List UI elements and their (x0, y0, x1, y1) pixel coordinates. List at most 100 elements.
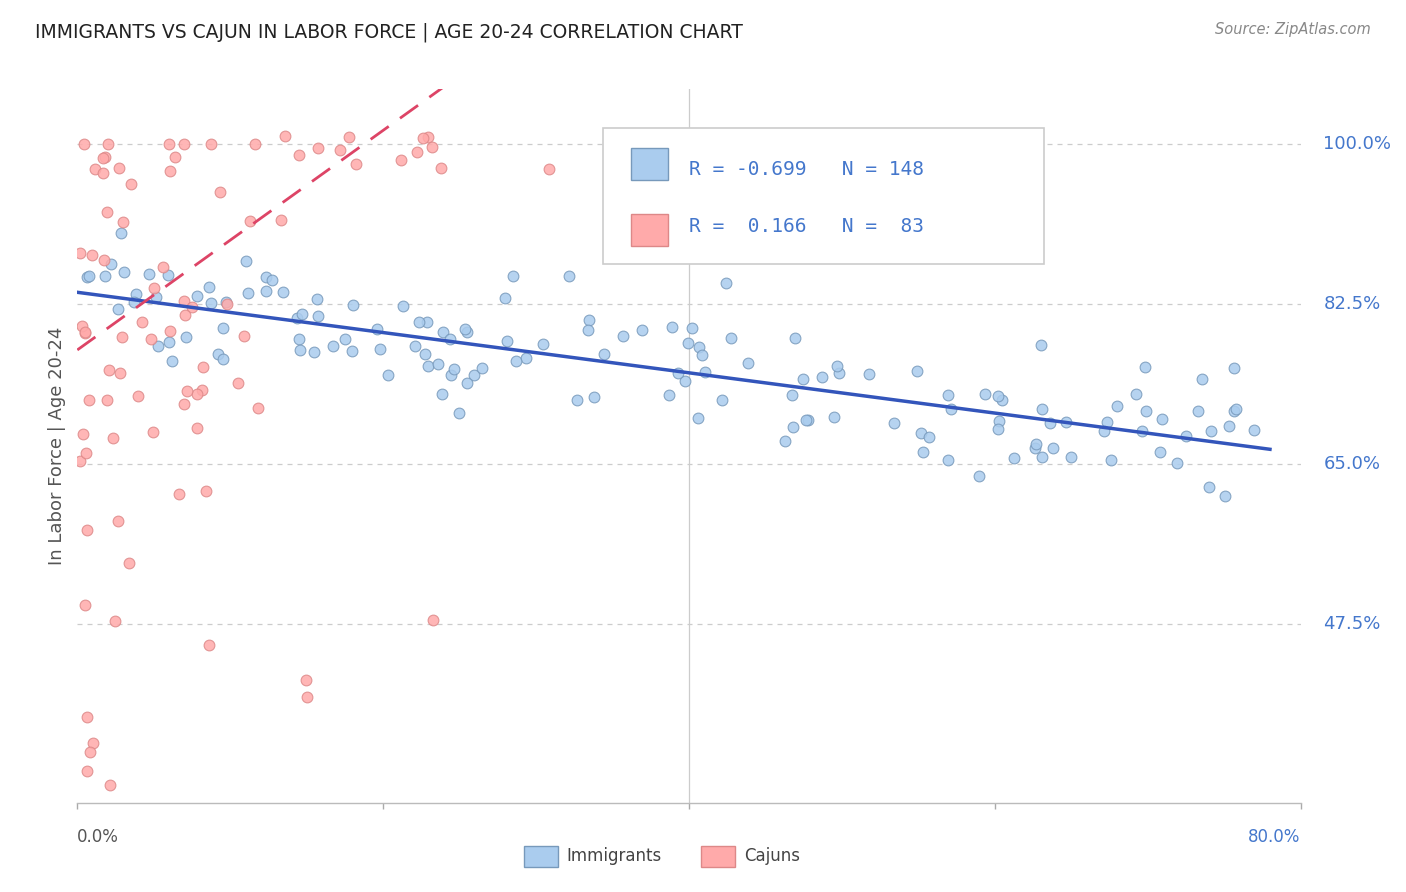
Point (108, 366, 131, 380)
Point (1149, 444, 1171, 458)
FancyBboxPatch shape (603, 128, 1043, 264)
Text: Source: ZipAtlas.com: Source: ZipAtlas.com (1215, 22, 1371, 37)
Point (538, 161, 561, 176)
Point (447, 406, 470, 420)
Point (157, 334, 180, 349)
Point (1223, 404, 1246, 418)
Point (686, 410, 709, 425)
Point (505, 354, 527, 368)
Point (991, 392, 1014, 407)
Point (118, 556, 141, 570)
Point (159, 324, 181, 338)
Point (127, 389, 149, 403)
Point (142, 281, 165, 295)
Point (1039, 416, 1062, 430)
Point (271, 285, 294, 300)
Point (107, 514, 129, 528)
Point (97, 137, 120, 152)
Bar (524, 846, 558, 867)
Point (583, 390, 606, 404)
Point (408, 315, 430, 329)
Point (142, 425, 165, 439)
Point (297, 690, 319, 704)
Point (291, 307, 314, 321)
Point (443, 361, 465, 376)
Point (195, 484, 218, 499)
Point (208, 185, 231, 199)
Point (688, 340, 710, 354)
Point (823, 409, 845, 424)
Point (91, 151, 114, 165)
Point (910, 425, 932, 440)
Text: 47.5%: 47.5% (1323, 615, 1381, 633)
Point (173, 308, 195, 322)
Point (432, 325, 454, 339)
Point (100, 256, 122, 270)
Point (112, 264, 135, 278)
Point (73, 326, 96, 341)
Text: 100.0%: 100.0% (1323, 135, 1392, 153)
Point (974, 387, 997, 401)
Point (159, 164, 181, 178)
Point (139, 332, 162, 346)
Point (104, 614, 127, 628)
Point (285, 310, 308, 325)
Point (235, 253, 257, 268)
Point (165, 150, 187, 164)
Point (307, 309, 329, 323)
Point (439, 332, 461, 346)
Point (120, 178, 142, 192)
Point (186, 387, 208, 401)
Point (661, 319, 683, 334)
Point (200, 296, 222, 310)
Point (173, 137, 195, 152)
Point (157, 268, 180, 282)
Point (737, 356, 759, 370)
Point (1187, 404, 1209, 418)
Point (658, 388, 681, 402)
Point (191, 360, 214, 375)
Point (214, 294, 236, 309)
Point (176, 384, 198, 398)
Text: R =  0.166   N =  83: R = 0.166 N = 83 (689, 217, 924, 235)
Y-axis label: In Labor Force | Age 20-24: In Labor Force | Age 20-24 (48, 326, 66, 566)
Point (1191, 372, 1213, 386)
Point (782, 420, 804, 434)
Point (1218, 418, 1240, 433)
Point (430, 161, 453, 175)
Point (207, 347, 229, 361)
Point (1175, 429, 1198, 443)
Point (76, 764, 98, 778)
Point (1135, 404, 1157, 418)
Point (1166, 456, 1188, 470)
Point (578, 323, 600, 337)
Point (987, 422, 1010, 436)
Point (422, 613, 444, 627)
Text: Cajuns: Cajuns (744, 847, 800, 865)
Point (1099, 453, 1122, 467)
Point (333, 332, 356, 346)
Point (94, 150, 117, 164)
Point (82, 248, 104, 262)
Point (186, 289, 208, 303)
Point (70, 318, 93, 333)
Point (339, 130, 361, 145)
Point (107, 301, 129, 316)
Point (212, 321, 235, 335)
Point (110, 226, 132, 240)
Point (76, 524, 98, 538)
Point (389, 153, 412, 167)
Point (1024, 441, 1046, 455)
Point (463, 368, 485, 383)
Point (673, 374, 696, 388)
Point (1125, 387, 1147, 401)
Text: 65.0%: 65.0% (1323, 455, 1381, 474)
Point (138, 268, 160, 282)
Point (1031, 401, 1053, 416)
Point (502, 268, 524, 283)
Point (124, 286, 146, 301)
Point (73, 137, 96, 152)
Point (186, 421, 208, 435)
Point (295, 673, 318, 687)
Point (967, 469, 990, 483)
